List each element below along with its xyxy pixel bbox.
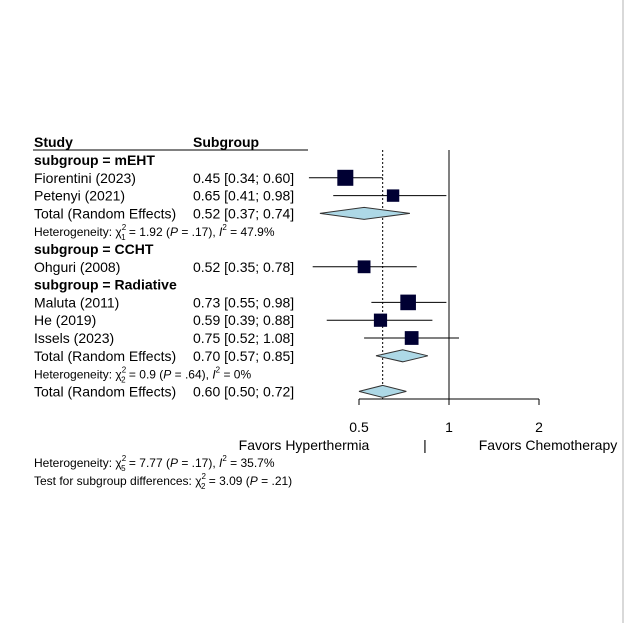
study-marker — [357, 260, 371, 274]
heterogeneity-text: Heterogeneity: χ2 1 = 1.92 (P = .17), I2 … — [34, 223, 275, 242]
study-label: Ohguri (2008) — [34, 259, 120, 275]
study-label: Maluta (2011) — [34, 294, 119, 310]
study-estimate-text: 0.45 [0.34; 0.60] — [193, 170, 294, 186]
subgroup-label: subgroup = CCHT — [34, 241, 154, 257]
study-marker — [337, 169, 354, 186]
overall-heterogeneity-text: Heterogeneity: χ2 5 = 7.77 (P = .17), I2 … — [34, 454, 275, 473]
favors-left-label: Favors Hyperthermia — [239, 437, 370, 453]
pooled-estimate-text: 0.52 [0.37; 0.74] — [193, 205, 294, 221]
study-label: Issels (2023) — [34, 330, 114, 346]
study-estimate-text: 0.59 [0.39; 0.88] — [193, 312, 294, 328]
heterogeneity-text: Heterogeneity: χ2 2 = 0.9 (P = .64), I2 =… — [34, 366, 251, 385]
study-estimate-text: 0.52 [0.35; 0.78] — [193, 259, 294, 275]
favors-separator: | — [423, 437, 427, 453]
x-tick-label: 0.5 — [349, 419, 369, 435]
study-column-header: Study — [34, 134, 73, 150]
window-edge — [622, 0, 624, 623]
x-tick-label: 1 — [445, 419, 453, 435]
subgroup-differences-test-text: Test for subgroup differences: χ2 2 = 3.0… — [34, 472, 292, 491]
pooled-diamond — [358, 384, 407, 398]
subgroup-label: subgroup = Radiative — [34, 277, 177, 293]
x-tick-label: 2 — [535, 419, 543, 435]
study-marker — [373, 313, 388, 327]
study-estimate-text: 0.65 [0.41; 0.98] — [193, 188, 294, 204]
pooled-diamond — [375, 349, 429, 363]
pooled-diamond — [319, 206, 410, 220]
pooled-estimate-text: 0.60 [0.50; 0.72] — [193, 383, 294, 399]
study-label: He (2019) — [34, 312, 96, 328]
subgroup-column-header: Subgroup — [193, 134, 259, 150]
pooled-label: Total (Random Effects) — [34, 348, 176, 364]
favors-right-label: Favors Chemotherapy — [479, 437, 618, 453]
study-marker — [386, 189, 400, 202]
study-marker — [404, 331, 419, 345]
subgroup-label: subgroup = mEHT — [34, 152, 155, 168]
study-label: Petenyi (2021) — [34, 188, 125, 204]
study-estimate-text: 0.73 [0.55; 0.98] — [193, 294, 294, 310]
study-label: Fiorentini (2023) — [34, 170, 136, 186]
pooled-label: Total (Random Effects) — [34, 383, 176, 399]
pooled-estimate-text: 0.70 [0.57; 0.85] — [193, 348, 294, 364]
study-marker — [400, 294, 416, 311]
study-estimate-text: 0.75 [0.52; 1.08] — [193, 330, 294, 346]
pooled-label: Total (Random Effects) — [34, 205, 176, 221]
